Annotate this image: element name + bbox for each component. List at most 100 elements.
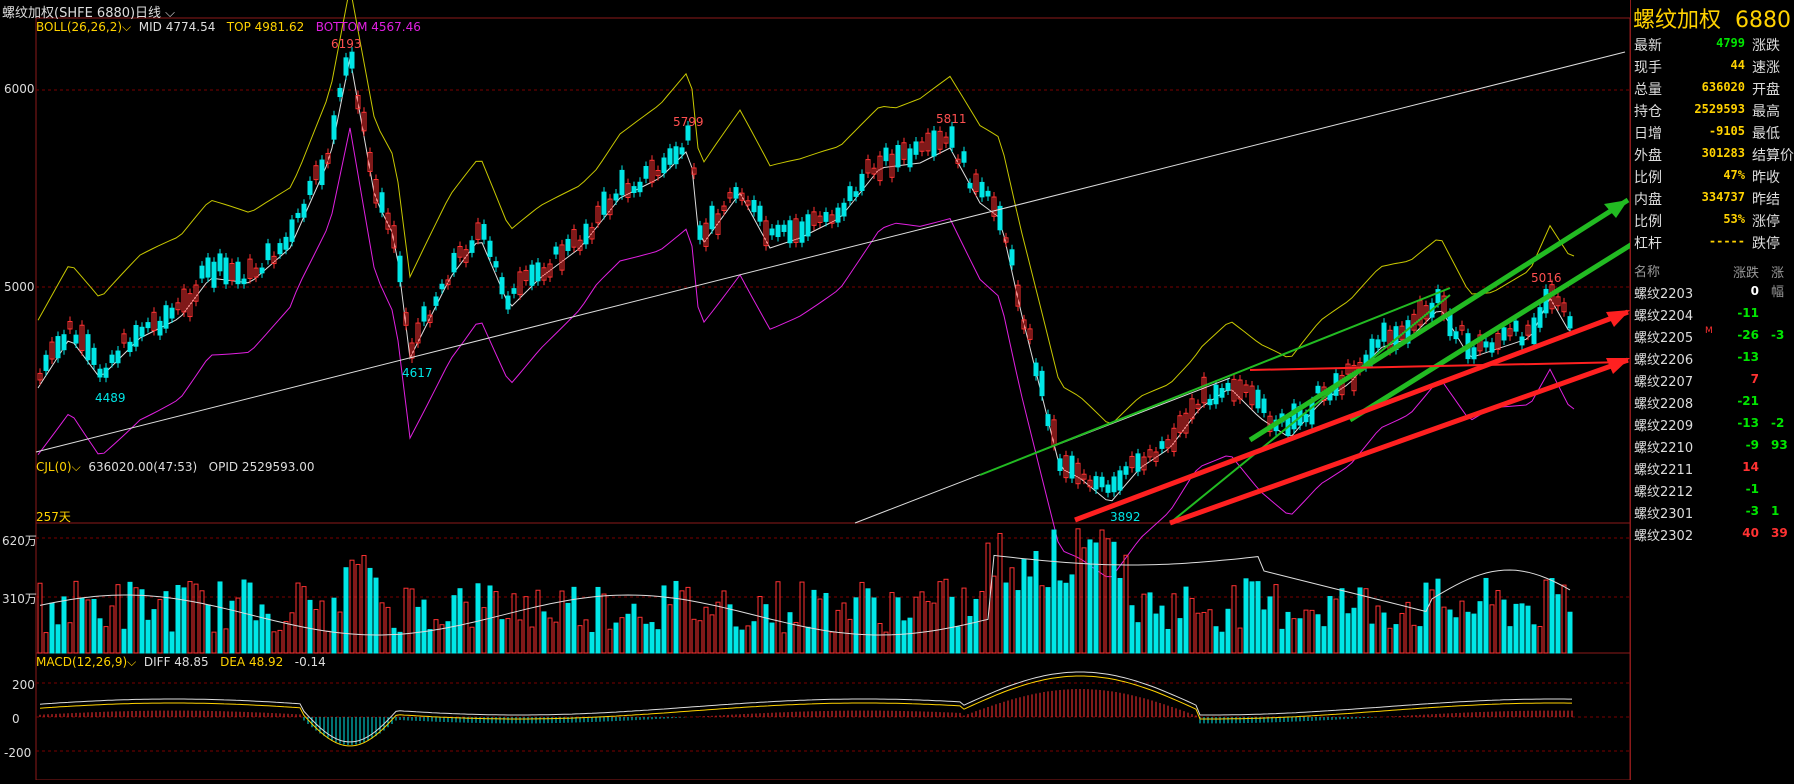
volume-bar bbox=[1267, 596, 1273, 654]
green-arrow-line bbox=[1248, 197, 1630, 443]
quote-right-label: 结算价 bbox=[1752, 148, 1794, 164]
volume-bar bbox=[481, 607, 487, 654]
candle-body bbox=[919, 141, 925, 152]
contract-row[interactable]: 螺纹2209 -13 -2 bbox=[1631, 412, 1794, 434]
volume-bar bbox=[133, 587, 139, 654]
candle-body bbox=[1003, 237, 1009, 243]
volume-bar bbox=[727, 604, 733, 654]
boll-label[interactable]: BOLL(26,26,2) bbox=[36, 20, 123, 34]
contract-row[interactable]: 螺纹2301 -3 1 bbox=[1631, 500, 1794, 522]
volume-bar bbox=[1135, 622, 1141, 654]
volume-bar bbox=[139, 589, 145, 654]
red-arrow-line bbox=[1074, 309, 1629, 523]
volume-bar bbox=[673, 580, 679, 654]
volume-bar bbox=[1069, 574, 1075, 654]
candle-body bbox=[187, 293, 193, 318]
volume-bar bbox=[1501, 599, 1507, 654]
candle-body bbox=[805, 214, 811, 237]
candle-body bbox=[793, 218, 799, 243]
candle-body bbox=[595, 205, 601, 224]
candle-body bbox=[1105, 484, 1111, 493]
volume-bar bbox=[229, 600, 235, 654]
volume-bar bbox=[1297, 618, 1303, 654]
candle-body bbox=[163, 305, 169, 329]
candle-body bbox=[691, 167, 697, 175]
contract-row[interactable]: 螺纹2205 -26 -3 M bbox=[1631, 324, 1794, 346]
candle-body bbox=[481, 224, 487, 240]
contract-row[interactable]: 螺纹2211 14 bbox=[1631, 456, 1794, 478]
volume-bar bbox=[1489, 604, 1495, 654]
cjl-label[interactable]: CJL(0) bbox=[36, 460, 72, 474]
candle-body bbox=[109, 354, 115, 364]
quote-row: 外盘 301283 结算价 bbox=[1631, 142, 1794, 164]
col-change[interactable]: 涨跌 bbox=[1732, 266, 1759, 281]
quote-title-row: 螺纹加权 6880 bbox=[1633, 2, 1791, 34]
volume-bar bbox=[523, 596, 529, 654]
volume-bar bbox=[493, 591, 499, 654]
cjl-opid: OPID 2529593.00 bbox=[208, 460, 315, 474]
quote-right-label: 最低 bbox=[1752, 126, 1780, 142]
contract-row[interactable]: 螺纹2206 -13 bbox=[1631, 346, 1794, 368]
contract-row[interactable]: 螺纹2212 -1 bbox=[1631, 478, 1794, 500]
contract-row[interactable]: 螺纹2208 -21 bbox=[1631, 390, 1794, 412]
candle-body bbox=[457, 245, 463, 258]
candle-body bbox=[1099, 476, 1105, 488]
quote-right-label: 最高 bbox=[1752, 104, 1780, 120]
kline-chart-svg[interactable] bbox=[0, 0, 1695, 781]
volume-bar bbox=[1279, 628, 1285, 654]
volume-bar bbox=[1075, 528, 1081, 654]
volume-bar bbox=[1129, 605, 1135, 654]
contract-row[interactable]: 螺纹2204 -11 bbox=[1631, 302, 1794, 324]
volume-bar bbox=[1207, 609, 1213, 654]
candle-body bbox=[367, 152, 373, 172]
volume-bar bbox=[1345, 613, 1351, 654]
arrow-head-icon bbox=[1606, 358, 1630, 374]
candle-body bbox=[625, 183, 631, 199]
candle-body bbox=[1177, 415, 1183, 433]
macd-label[interactable]: MACD(12,26,9) bbox=[36, 655, 128, 669]
candle-body bbox=[1015, 284, 1021, 307]
volume-bar bbox=[271, 631, 277, 654]
volume-bar bbox=[37, 582, 43, 654]
chevron-down-icon: ⌵ bbox=[127, 655, 137, 669]
col-name[interactable]: 名称 bbox=[1634, 265, 1661, 280]
candle-body bbox=[847, 186, 853, 202]
candle-body bbox=[1375, 339, 1381, 348]
quote-panel: 螺纹加权 6880 最新 4799 涨跌 现手 44 速涨 总量 636020 开盘 持仓 2529… bbox=[1630, 0, 1794, 780]
volume-bar bbox=[1051, 529, 1057, 654]
candle-body bbox=[1495, 332, 1501, 350]
kline-chart-area[interactable] bbox=[0, 0, 1695, 781]
macd-tick-neg200: -200 bbox=[4, 746, 32, 760]
volume-bar bbox=[205, 604, 211, 654]
candle-body bbox=[883, 147, 889, 162]
volume-bar bbox=[1429, 589, 1435, 654]
low-label: 4617 bbox=[402, 366, 433, 380]
volume-bar bbox=[1177, 618, 1183, 654]
contract-row[interactable]: 螺纹2302 40 39 bbox=[1631, 522, 1794, 544]
candle-body bbox=[751, 200, 757, 213]
volume-bar bbox=[883, 631, 889, 654]
quote-right-label: 涨跌 bbox=[1752, 38, 1780, 54]
candle-body bbox=[1537, 307, 1543, 328]
macd-value: -0.14 bbox=[294, 655, 326, 669]
green-trend-line bbox=[979, 287, 1451, 476]
volume-bar bbox=[667, 604, 673, 654]
volume-bar bbox=[625, 613, 631, 654]
contract-row[interactable]: 螺纹2203 0 bbox=[1631, 280, 1794, 302]
quote-label: 现手 bbox=[1634, 60, 1662, 76]
contract-row[interactable]: 螺纹2207 7 bbox=[1631, 368, 1794, 390]
candle-body bbox=[835, 207, 841, 223]
volume-bar bbox=[535, 589, 541, 654]
contract-row[interactable]: 螺纹2210 -9 93 bbox=[1631, 434, 1794, 456]
period-selector[interactable]: 日线 ⌵ bbox=[135, 2, 175, 21]
candle-body bbox=[1165, 439, 1171, 449]
volume-bar bbox=[1003, 582, 1009, 654]
macd-dea-line bbox=[39, 675, 1572, 747]
volume-bar bbox=[1387, 627, 1393, 654]
candle-body bbox=[859, 173, 865, 191]
col-pct[interactable]: 涨幅 bbox=[1771, 266, 1785, 300]
volume-bar bbox=[1021, 558, 1027, 654]
volume-bar bbox=[343, 567, 349, 654]
volume-bar bbox=[931, 602, 937, 654]
volume-bar bbox=[661, 585, 667, 654]
